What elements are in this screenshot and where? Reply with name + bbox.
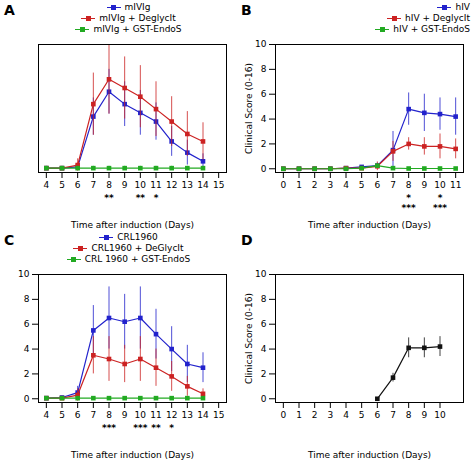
- svg-text:3: 3: [327, 180, 333, 190]
- svg-text:9: 9: [122, 410, 128, 420]
- svg-text:Time after induction (Days): Time after induction (Days): [70, 220, 194, 230]
- svg-text:12: 12: [166, 410, 177, 420]
- svg-text:**: **: [104, 193, 114, 203]
- html-text:CRL 1960 + GST-EndoS: CRL 1960 + GST-EndoS: [84, 254, 191, 264]
- svg-text:10: 10: [135, 180, 147, 190]
- svg-text:7: 7: [390, 410, 396, 420]
- svg-text:*: *: [154, 193, 159, 203]
- svg-text:4: 4: [43, 180, 49, 190]
- html-text:mIVIg: mIVIg: [124, 2, 151, 12]
- html-text:C: C: [4, 232, 15, 248]
- svg-text:10: 10: [135, 410, 147, 420]
- svg-text:1: 1: [296, 180, 302, 190]
- html-text:D: D: [241, 232, 253, 248]
- html-text:hIV + GST-EndoS: hIV + GST-EndoS: [393, 24, 470, 34]
- svg-text:4: 4: [343, 180, 349, 190]
- svg-text:7: 7: [90, 180, 96, 190]
- svg-text:9: 9: [122, 180, 128, 190]
- svg-text:*: *: [169, 423, 174, 433]
- svg-text:9: 9: [421, 180, 427, 190]
- html-text:hIV: hIV: [455, 2, 470, 12]
- svg-text:13: 13: [182, 180, 193, 190]
- svg-text:6: 6: [261, 319, 267, 329]
- svg-text:0: 0: [261, 394, 267, 404]
- svg-text:10: 10: [434, 410, 446, 420]
- svg-text:2: 2: [312, 180, 318, 190]
- svg-text:2: 2: [261, 139, 267, 149]
- svg-text:7: 7: [390, 180, 396, 190]
- svg-text:2: 2: [261, 369, 267, 379]
- html-text:B: B: [241, 2, 252, 18]
- html-text:mIVIg + DeglycIt: mIVIg + DeglycIt: [99, 13, 176, 23]
- svg-text:15: 15: [213, 180, 224, 190]
- html-text:CRL1960 + DeGlycIt: CRL1960 + DeGlycIt: [91, 243, 184, 253]
- svg-text:10: 10: [18, 269, 30, 279]
- svg-text:5: 5: [59, 180, 65, 190]
- svg-text:8: 8: [24, 294, 30, 304]
- svg-text:***: ***: [102, 423, 116, 433]
- svg-text:0: 0: [280, 180, 286, 190]
- svg-text:5: 5: [59, 410, 65, 420]
- svg-text:0: 0: [261, 164, 267, 174]
- svg-text:6: 6: [374, 180, 380, 190]
- svg-text:5: 5: [359, 410, 365, 420]
- svg-text:8: 8: [106, 180, 112, 190]
- html-text:mIVIg + GST-EndoS: mIVIg + GST-EndoS: [93, 24, 182, 34]
- svg-text:6: 6: [75, 410, 81, 420]
- svg-text:3: 3: [327, 410, 333, 420]
- svg-text:10: 10: [255, 39, 267, 49]
- html-text:A: A: [4, 2, 15, 18]
- svg-text:***: ***: [433, 203, 447, 213]
- svg-text:***: ***: [133, 423, 147, 433]
- svg-text:0: 0: [24, 394, 30, 404]
- svg-text:2: 2: [312, 410, 318, 420]
- svg-text:4: 4: [24, 344, 30, 354]
- svg-text:11: 11: [450, 180, 461, 190]
- svg-text:1: 1: [296, 410, 302, 420]
- svg-text:12: 12: [166, 180, 177, 190]
- svg-text:4: 4: [343, 410, 349, 420]
- svg-text:8: 8: [406, 410, 412, 420]
- svg-text:10: 10: [255, 269, 267, 279]
- svg-text:8: 8: [261, 64, 267, 74]
- svg-text:8: 8: [106, 410, 112, 420]
- svg-text:8: 8: [261, 294, 267, 304]
- svg-text:6: 6: [261, 89, 267, 99]
- svg-text:6: 6: [374, 410, 380, 420]
- svg-text:Clinical Score (0-16): Clinical Score (0-16): [244, 63, 254, 154]
- svg-text:11: 11: [150, 180, 161, 190]
- svg-text:Time after induction (Days): Time after induction (Days): [70, 450, 194, 460]
- svg-text:6: 6: [24, 319, 30, 329]
- svg-text:0: 0: [280, 410, 286, 420]
- html-text:CRL1960: CRL1960: [117, 232, 158, 242]
- svg-text:13: 13: [182, 410, 193, 420]
- svg-text:4: 4: [43, 410, 49, 420]
- svg-text:**: **: [136, 193, 146, 203]
- svg-text:15: 15: [213, 410, 224, 420]
- svg-text:11: 11: [150, 410, 161, 420]
- svg-text:Clinical Score (0-16): Clinical Score (0-16): [244, 293, 254, 384]
- svg-text:4: 4: [261, 114, 267, 124]
- svg-text:14: 14: [197, 410, 209, 420]
- svg-text:***: ***: [402, 203, 416, 213]
- svg-text:Time after induction (Days): Time after induction (Days): [307, 450, 431, 460]
- svg-text:9: 9: [421, 410, 427, 420]
- svg-text:6: 6: [75, 180, 81, 190]
- svg-text:**: **: [151, 423, 161, 433]
- svg-text:10: 10: [434, 180, 446, 190]
- svg-text:4: 4: [261, 344, 267, 354]
- svg-text:8: 8: [406, 180, 412, 190]
- svg-text:*: *: [406, 193, 411, 203]
- svg-text:14: 14: [197, 180, 209, 190]
- svg-text:7: 7: [90, 410, 96, 420]
- svg-text:5: 5: [359, 180, 365, 190]
- svg-text:Time after induction (Days): Time after induction (Days): [307, 220, 431, 230]
- html-text:hIV + DeglycIt: hIV + DeglycIt: [405, 13, 470, 23]
- svg-text:*: *: [438, 193, 443, 203]
- svg-text:2: 2: [24, 369, 30, 379]
